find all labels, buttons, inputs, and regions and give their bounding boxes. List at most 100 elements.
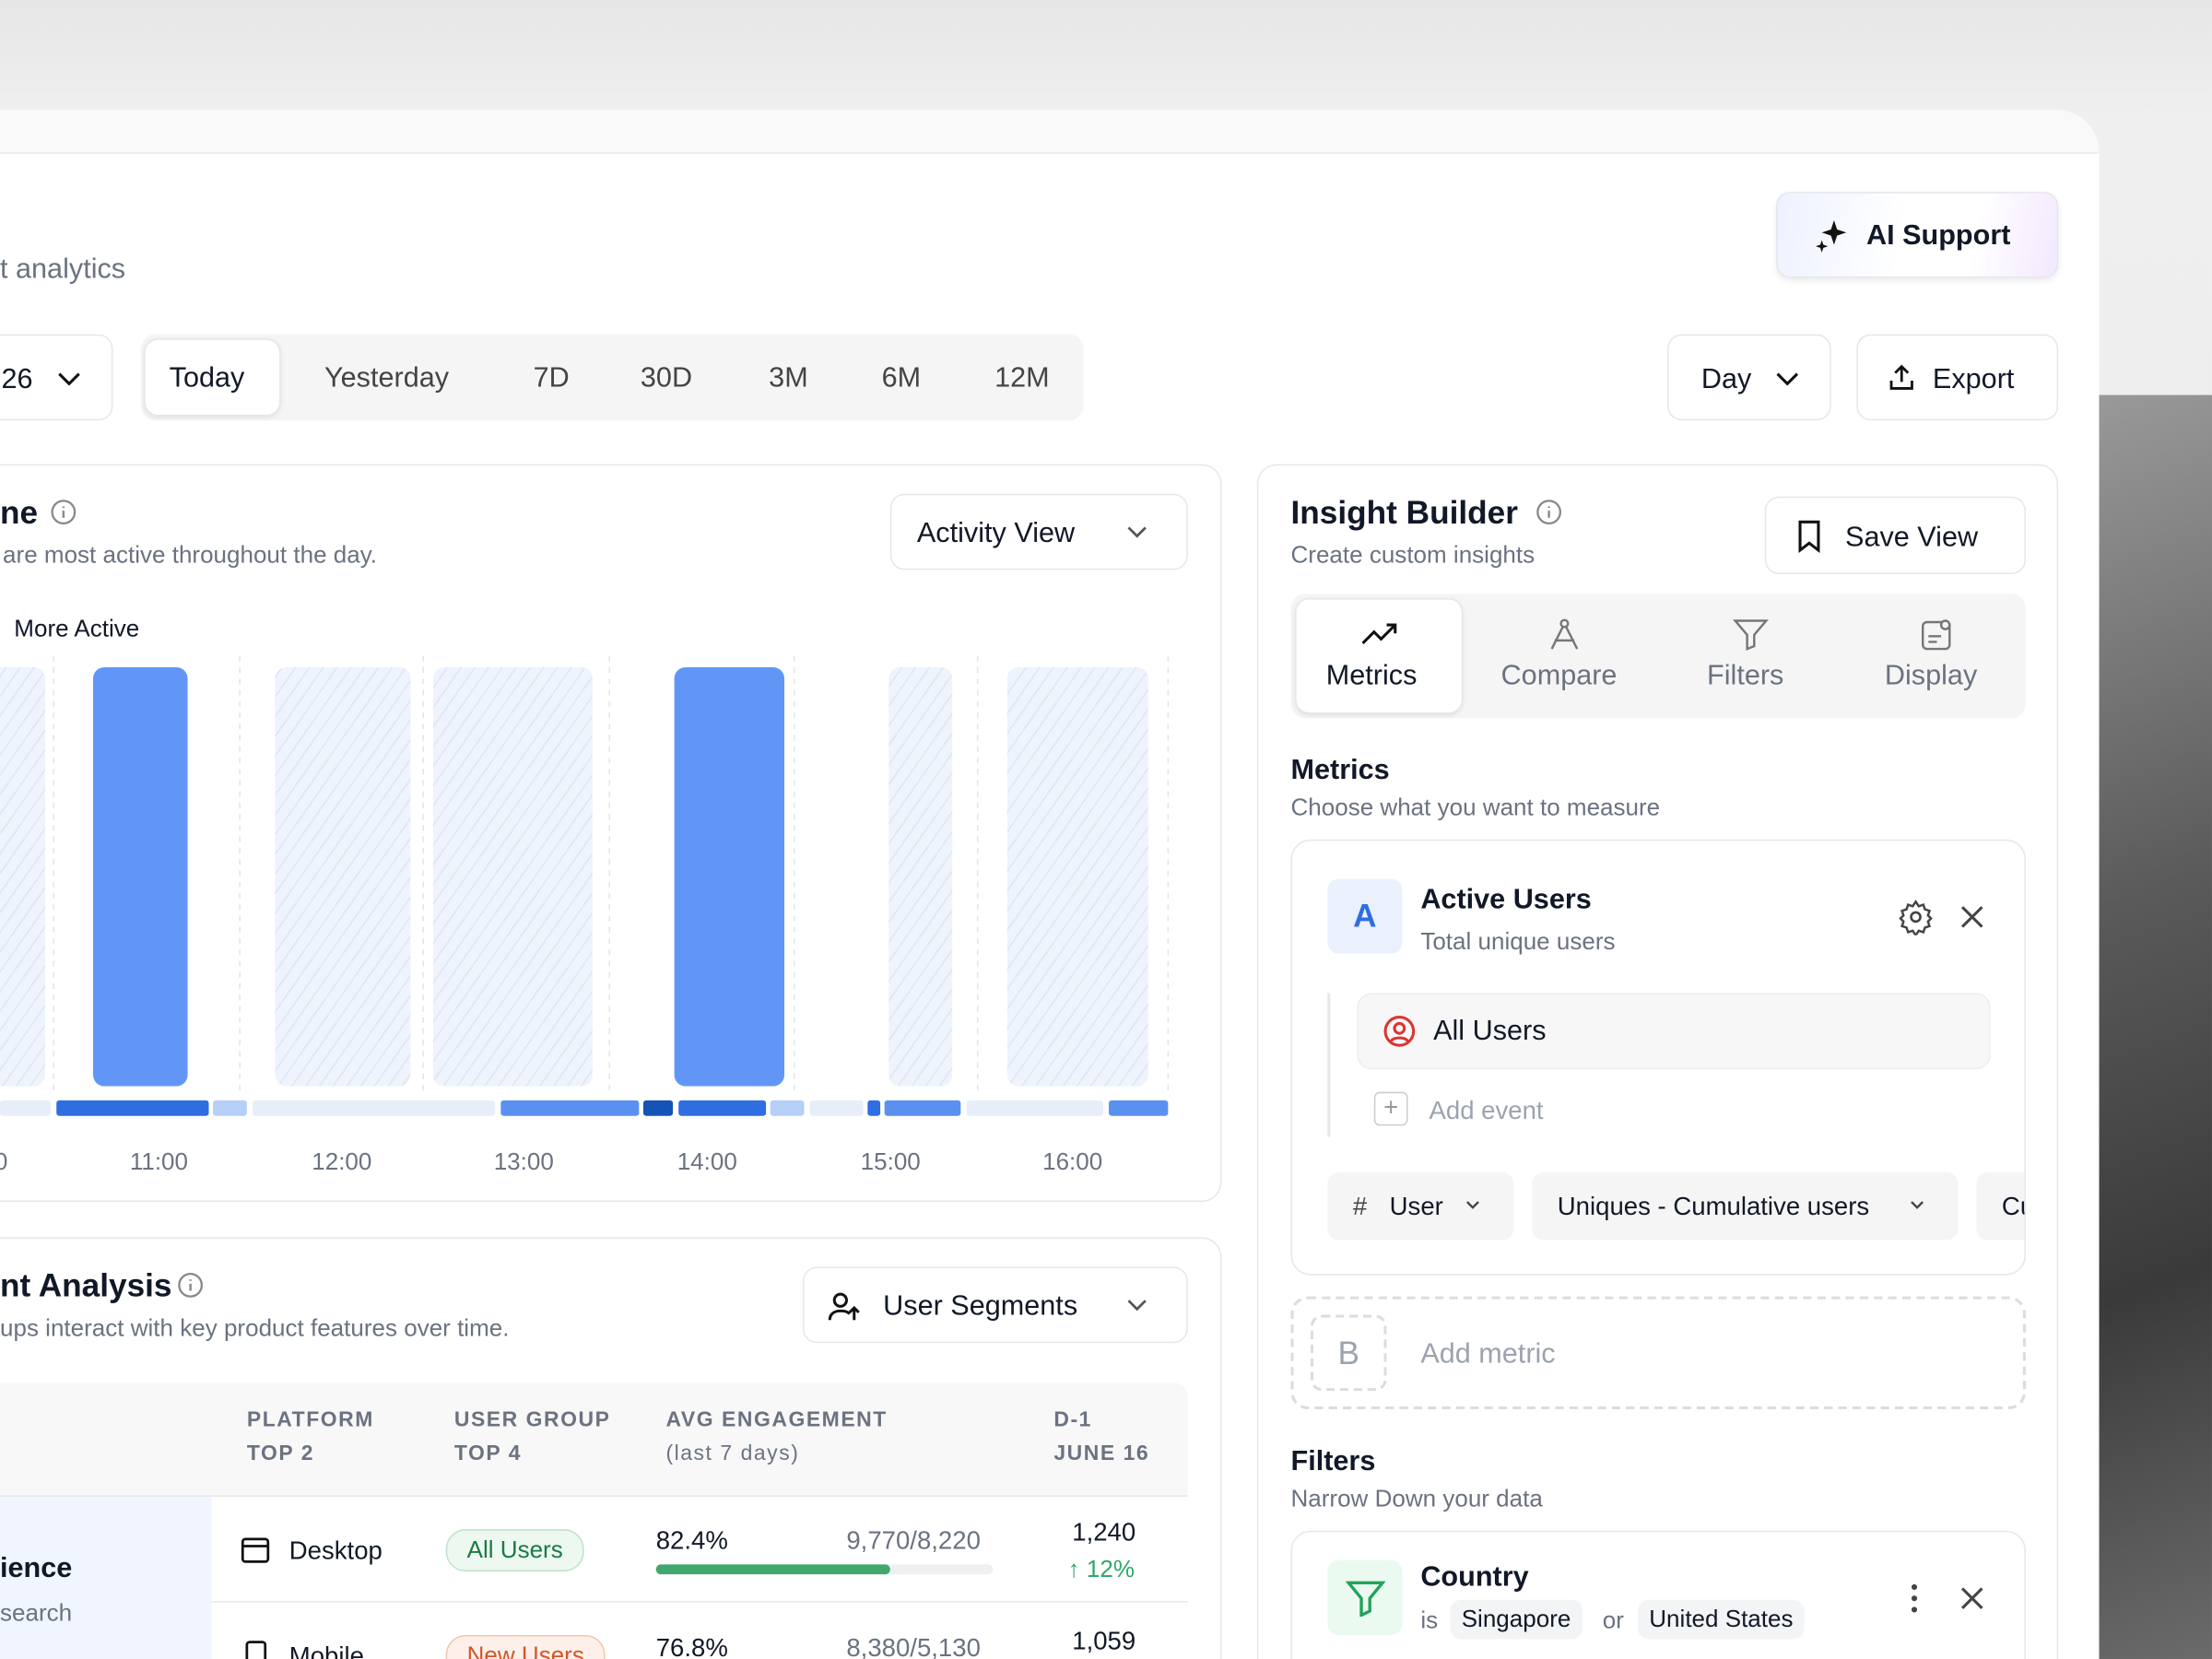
filter-icon (1732, 619, 1769, 651)
info-icon (1536, 500, 1561, 525)
range-tab-active[interactable] (144, 338, 281, 417)
engagement: 82.4% (655, 1526, 728, 1555)
filter-name: Country (1420, 1561, 1529, 1594)
upload-icon (1889, 364, 1913, 390)
filter-icon (1346, 1581, 1386, 1618)
range-tab[interactable]: 30D (640, 362, 693, 394)
add-event[interactable]: Add event (1429, 1096, 1544, 1124)
filter-card: Country is Singapore or United States (1290, 1530, 2026, 1659)
segment-label: All Users (1433, 1016, 1547, 1047)
select-label: Day (1700, 363, 1752, 395)
range-tab[interactable]: 6M (881, 362, 922, 394)
ratio: 8,380/5,130 (846, 1633, 981, 1659)
date-label: 26 (1, 363, 33, 395)
settings-icon[interactable] (1898, 899, 1935, 935)
feature-name: ience (0, 1553, 73, 1584)
range-tab[interactable]: Yesterday (324, 362, 450, 394)
tab[interactable]: Display (1884, 660, 1978, 691)
range-tab[interactable]: 12M (994, 362, 1050, 394)
data-table (0, 1382, 1188, 1659)
engagement: 76.8% (655, 1633, 728, 1659)
group-badge: All Users (445, 1529, 584, 1572)
chip-label: Uniques - Cumulative users (1557, 1192, 1870, 1220)
button-label: Export (1932, 363, 2015, 395)
timeline-strip (0, 1100, 1169, 1116)
button-label: Save View (1845, 522, 1979, 553)
chip-label: User (1389, 1192, 1443, 1220)
chip[interactable]: # User (1327, 1171, 1514, 1241)
segment-select[interactable]: User Segments (802, 1266, 1188, 1344)
panel-subtitle: ups interact with key product features o… (0, 1314, 510, 1342)
range-tabs (141, 334, 1084, 421)
range-tab[interactable]: 7D (533, 362, 570, 394)
chevron (1911, 1201, 1924, 1209)
date-picker[interactable]: 26 (0, 334, 113, 421)
hash: # (1352, 1192, 1368, 1220)
activity-chart (0, 655, 1170, 1116)
tab-active[interactable] (1295, 597, 1464, 714)
ai-support-button[interactable]: AI Support (1776, 192, 2059, 278)
user-circle-icon (1383, 1016, 1416, 1047)
chip[interactable]: Cu (1976, 1171, 2025, 1241)
range-tab[interactable]: Today (169, 362, 245, 394)
progress-fill (655, 1564, 890, 1575)
close-icon[interactable] (1957, 901, 1988, 933)
chip[interactable]: Uniques - Cumulative users (1532, 1171, 1959, 1241)
info-icon (51, 500, 76, 525)
panel-title: nt Analysis (0, 1266, 172, 1304)
filter-joiner: or (1602, 1606, 1624, 1634)
tab[interactable]: Metrics (1325, 660, 1418, 691)
section-title: Filters (1290, 1445, 1376, 1477)
column-header: AVG ENGAGEMENT (last 7 days) (665, 1407, 888, 1466)
chevron (1776, 372, 1799, 386)
d1-value: 1,059 (1072, 1626, 1136, 1655)
save-view-button[interactable]: Save View (1764, 496, 2026, 574)
more-icon[interactable] (1900, 1582, 1929, 1618)
compass-icon (1550, 618, 1579, 650)
platform: Desktop (288, 1535, 382, 1565)
time-label: 13:00 (493, 1147, 554, 1175)
chevron (1465, 1201, 1479, 1209)
progress-track (655, 1564, 994, 1575)
title-bar (0, 110, 2100, 154)
mobile-icon (245, 1641, 267, 1659)
granularity-select[interactable]: Day (1667, 334, 1831, 421)
range-tab[interactable]: 3M (769, 362, 808, 394)
ratio: 9,770/8,220 (846, 1526, 981, 1555)
filter-badge (1327, 1559, 1403, 1635)
desktop-icon (241, 1537, 270, 1563)
metric-badge: A (1327, 878, 1403, 954)
column-header: D-1 JUNE 16 (1053, 1407, 1150, 1466)
trend-icon (1361, 623, 1397, 645)
column-header: USER GROUP TOP 4 (453, 1407, 611, 1466)
filter-op: is (1420, 1606, 1439, 1634)
chevron (58, 372, 80, 386)
change: ↑ 12% (1067, 1556, 1135, 1583)
metric-badge: B (1310, 1314, 1387, 1392)
view-select[interactable]: Activity View (889, 493, 1188, 571)
time-label: 14:00 (677, 1147, 737, 1175)
export-button[interactable]: Export (1856, 334, 2059, 421)
tab[interactable]: Filters (1707, 660, 1784, 691)
chip-label: Cu (2001, 1192, 2024, 1220)
platform: Mobile (288, 1641, 364, 1659)
feature-note: search (0, 1599, 73, 1627)
activity-blocks (0, 666, 1148, 1087)
section-subtitle: Narrow Down your data (1290, 1485, 1543, 1512)
time-label: 0 (0, 1148, 7, 1177)
section-subtitle: Choose what you want to measure (1290, 794, 1661, 821)
d1-value: 1,240 (1072, 1517, 1136, 1547)
metric-desc: Total unique users (1420, 928, 1616, 956)
page-subtitle: t analytics (0, 253, 126, 286)
select-label: Activity View (916, 517, 1076, 549)
add-metric[interactable]: B Add metric (1290, 1296, 2026, 1410)
filter-value: Singapore (1450, 1599, 1583, 1640)
tab[interactable]: Compare (1500, 660, 1618, 691)
panel-title: ne (0, 493, 39, 531)
close-icon[interactable] (1957, 1583, 1988, 1614)
sparkle-icon (1816, 220, 1847, 253)
display-icon (1921, 619, 1951, 651)
segment-row[interactable]: All Users (1357, 993, 1991, 1070)
metric-name: Active Users (1420, 884, 1592, 916)
